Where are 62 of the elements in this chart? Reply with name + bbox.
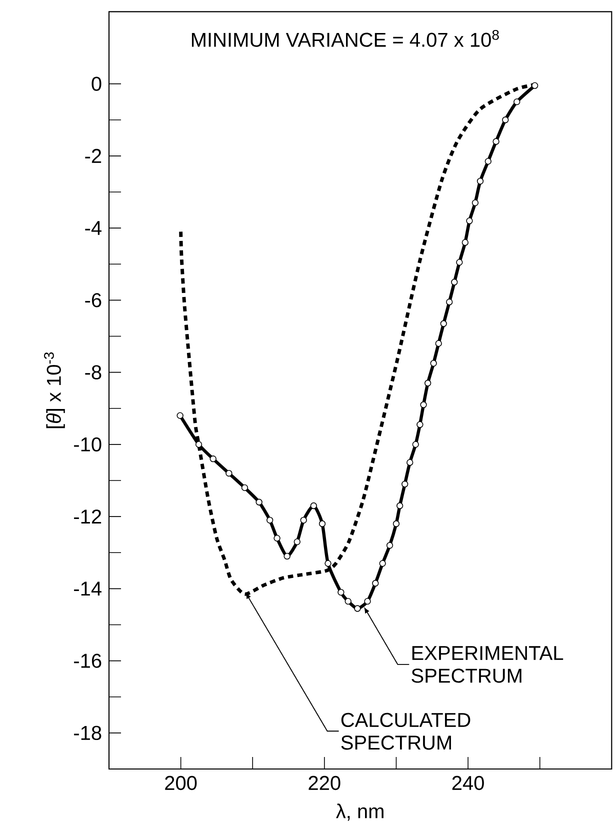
point <box>386 542 394 549</box>
point <box>324 560 332 567</box>
point <box>284 552 290 560</box>
point <box>310 502 317 510</box>
point <box>456 258 463 266</box>
point <box>344 598 352 605</box>
annotation: CALCULATED SPECTRUM <box>341 712 470 750</box>
point <box>392 520 400 528</box>
y-tick-label: -16 <box>74 654 102 668</box>
y-tick-label: -2 <box>85 148 102 163</box>
point <box>451 278 458 286</box>
point <box>241 484 248 492</box>
point <box>430 360 437 367</box>
point <box>466 218 473 224</box>
point <box>492 138 500 145</box>
y-tick-label: -14 <box>74 582 102 596</box>
y-tick-label: -10 <box>74 437 102 452</box>
text: MINIMUM VARIANCE = 4.07 x 10$^{8}$ <box>192 30 499 47</box>
y-tick-label: -6 <box>85 293 102 308</box>
point <box>379 560 386 567</box>
x-tick-label: 220 <box>308 776 340 790</box>
point <box>514 98 520 106</box>
point <box>266 516 274 524</box>
point <box>472 199 479 206</box>
y-axis-title: [θ] x 10$^{-3}$ <box>44 352 65 428</box>
point <box>195 441 202 448</box>
x-tick-label: 200 <box>165 776 197 790</box>
point <box>274 534 280 542</box>
point <box>484 158 492 165</box>
y-tick-label: -12 <box>74 510 102 524</box>
point <box>424 380 432 386</box>
point <box>318 520 326 528</box>
point <box>462 239 468 246</box>
point <box>372 580 379 587</box>
point <box>476 178 484 184</box>
point <box>300 516 307 524</box>
point <box>502 116 509 124</box>
point <box>338 588 344 596</box>
x-axis-title: λ, nm <box>336 804 384 821</box>
point <box>294 538 300 546</box>
y-tick-label: 0 <box>92 76 102 91</box>
point <box>435 340 442 347</box>
point <box>531 82 538 89</box>
point <box>210 456 216 462</box>
y-tick-label: -4 <box>85 221 102 235</box>
point <box>446 298 453 306</box>
annotation: EXPERIMENTAL SPECTRUM <box>412 646 564 683</box>
point <box>416 421 424 428</box>
point <box>402 480 408 488</box>
point <box>412 441 419 448</box>
point <box>256 498 262 506</box>
point <box>354 605 361 612</box>
point <box>406 459 414 466</box>
point <box>396 502 404 510</box>
point <box>420 401 427 408</box>
point <box>226 470 232 477</box>
y-tick-label: -8 <box>85 365 102 380</box>
x-tick-label: 240 <box>452 776 484 790</box>
y-tick-label: -18 <box>74 726 102 740</box>
point <box>176 412 184 419</box>
point <box>440 320 447 327</box>
point <box>364 598 371 605</box>
